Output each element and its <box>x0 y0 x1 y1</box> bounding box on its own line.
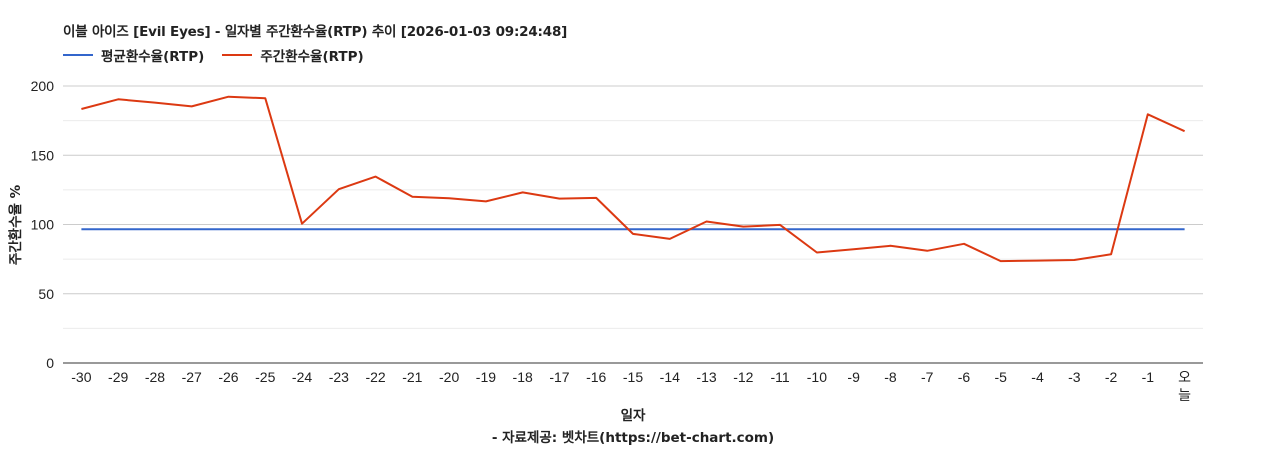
y-tick-label: 100 <box>31 217 55 233</box>
y-tick-label: 200 <box>31 78 55 94</box>
x-tick-label: -15 <box>623 369 643 385</box>
x-tick-label: -1 <box>1142 369 1155 385</box>
legend-swatch-average-icon <box>63 54 93 56</box>
x-tick-label: -26 <box>218 369 238 385</box>
x-axis-ticks: -30 -29 -28 -27 -26 -25 -24 -23 -22 -21 -20 -19 -18-… <box>71 369 1191 403</box>
x-tick-label: -12 <box>733 369 753 385</box>
data-source-footer: - 자료제공: 벳차트(https://bet-chart.com) <box>492 429 774 446</box>
legend-item-weekly[interactable]: 주간환수율(RTP) <box>222 45 364 65</box>
x-tick-label: -9 <box>847 369 860 385</box>
legend-label-weekly: 주간환수율(RTP) <box>260 49 364 65</box>
gridlines <box>63 85 1203 329</box>
x-tick-label: -17 <box>549 369 569 385</box>
x-tick-label: -10 <box>807 369 827 385</box>
legend-item-average[interactable]: 평균환수율(RTP) <box>63 45 204 65</box>
x-tick-label: -27 <box>182 369 202 385</box>
x-tick-label: -30 <box>71 369 91 385</box>
x-tick-label: -3 <box>1068 369 1081 385</box>
chart-legend: 평균환수율(RTP) 주간환수율(RTP) <box>63 45 382 65</box>
y-tick-label: 0 <box>46 355 54 371</box>
x-tick-label: -14 <box>660 369 680 385</box>
y-axis-ticks: 0 50 100 150 200 <box>31 78 55 371</box>
x-tick-label: -6 <box>958 369 971 385</box>
x-tick-label: -18 <box>513 369 533 385</box>
y-axis-title: 주간환수율 % <box>7 184 24 265</box>
x-tick-label: -4 <box>1031 369 1044 385</box>
x-tick-label: -24 <box>292 369 312 385</box>
x-tick-label: -19 <box>476 369 496 385</box>
x-tick-label: -5 <box>995 369 1008 385</box>
x-tick-label: -28 <box>145 369 165 385</box>
y-tick-label: 150 <box>31 147 55 163</box>
x-tick-label: -29 <box>108 369 128 385</box>
x-axis-title: 일자 <box>621 408 646 424</box>
x-tick-label: -13 <box>696 369 716 385</box>
x-tick-label: -11 <box>770 369 789 385</box>
x-tick-label: -20 <box>439 369 459 385</box>
x-tick-label: -21 <box>402 369 422 385</box>
x-tick-label: -2 <box>1105 369 1118 385</box>
x-tick-label: -16 <box>586 369 606 385</box>
x-tick-label: -22 <box>365 369 385 385</box>
x-tick-label: -23 <box>329 369 349 385</box>
series-lines <box>81 95 1186 263</box>
chart-title: 이블 아이즈 [Evil Eyes] - 일자별 주간환수율(RTP) 추이 [… <box>63 24 568 40</box>
x-tick-label: -25 <box>255 369 275 385</box>
x-tick-label: -8 <box>884 369 897 385</box>
y-tick-label: 50 <box>38 286 54 302</box>
x-tick-label: -7 <box>921 369 934 385</box>
weekly-rtp-line[interactable] <box>81 95 1186 263</box>
legend-swatch-weekly-icon <box>222 54 253 56</box>
legend-label-average: 평균환수율(RTP) <box>101 49 205 65</box>
